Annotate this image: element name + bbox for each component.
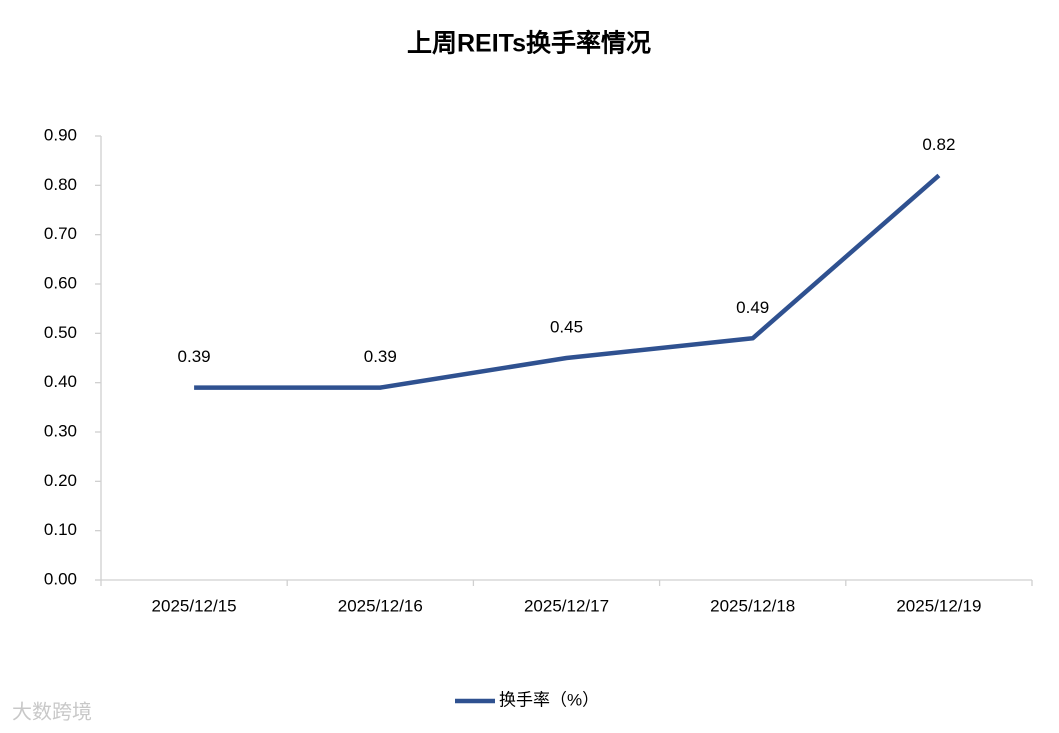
data-label: 0.49 [736, 298, 769, 317]
y-tick-label: 0.90 [44, 125, 77, 144]
y-tick-label: 0.60 [44, 273, 77, 292]
series-line [194, 173, 941, 390]
x-tick-label: 2025/12/16 [338, 596, 423, 615]
watermark: 大数跨境 [12, 700, 92, 723]
y-tick-label: 0.50 [44, 323, 77, 342]
data-label: 0.39 [364, 347, 397, 366]
x-tick-label: 2025/12/15 [152, 596, 237, 615]
y-tick-label: 0.20 [44, 471, 77, 490]
data-label: 0.82 [922, 135, 955, 154]
chart-title: 上周REITs换手率情况 [407, 29, 651, 58]
y-tick-label: 0.70 [44, 224, 77, 243]
y-tick-label: 0.40 [44, 372, 77, 391]
x-tick-label: 2025/12/18 [710, 596, 795, 615]
y-tick-label: 0.80 [44, 175, 77, 194]
y-tick-label: 0.00 [44, 569, 77, 588]
legend-label: 换手率（%） [499, 690, 599, 709]
data-label: 0.39 [178, 347, 211, 366]
y-tick-label: 0.10 [44, 520, 77, 539]
x-tick-label: 2025/12/17 [524, 596, 609, 615]
y-tick-label: 0.30 [44, 421, 77, 440]
x-tick-label: 2025/12/19 [896, 596, 981, 615]
data-label: 0.45 [550, 317, 583, 336]
